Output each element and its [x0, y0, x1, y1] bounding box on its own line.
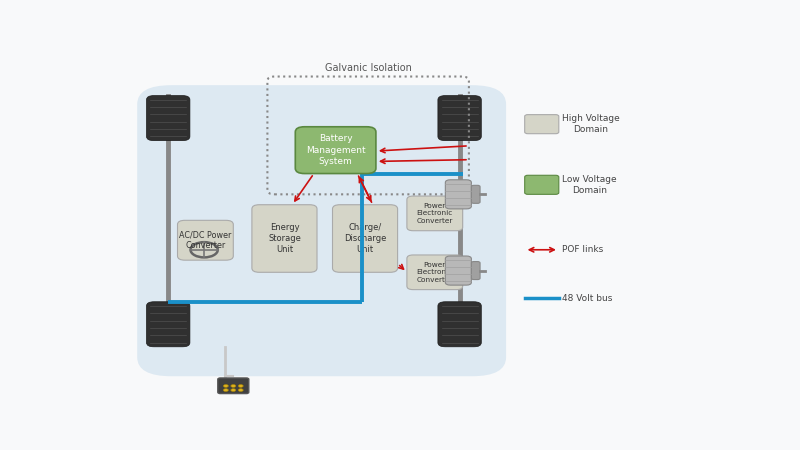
Circle shape [223, 385, 228, 387]
FancyBboxPatch shape [407, 196, 462, 231]
FancyBboxPatch shape [438, 95, 482, 140]
FancyBboxPatch shape [446, 180, 471, 209]
Text: Charge/
Discharge
Unit: Charge/ Discharge Unit [344, 223, 386, 254]
FancyBboxPatch shape [295, 127, 376, 174]
Text: Energy
Storage
Unit: Energy Storage Unit [268, 223, 301, 254]
Text: POF links: POF links [562, 245, 603, 254]
FancyBboxPatch shape [525, 176, 559, 194]
FancyBboxPatch shape [471, 261, 480, 279]
Circle shape [231, 389, 236, 392]
FancyBboxPatch shape [333, 205, 398, 272]
Circle shape [223, 389, 228, 392]
Circle shape [238, 389, 243, 392]
FancyBboxPatch shape [407, 255, 462, 290]
FancyBboxPatch shape [146, 95, 190, 140]
Text: Power
Electronic
Converter: Power Electronic Converter [417, 261, 453, 283]
Text: Galvanic Isolation: Galvanic Isolation [325, 63, 411, 73]
Circle shape [238, 385, 243, 387]
FancyBboxPatch shape [178, 220, 234, 260]
Text: 48 Volt bus: 48 Volt bus [562, 294, 612, 303]
Text: Power
Electronic
Converter: Power Electronic Converter [417, 202, 453, 224]
FancyBboxPatch shape [218, 378, 249, 394]
FancyBboxPatch shape [252, 205, 317, 272]
Text: Low Voltage
Domain: Low Voltage Domain [562, 175, 617, 195]
FancyBboxPatch shape [146, 302, 190, 347]
Text: AC/DC Power
Converter: AC/DC Power Converter [179, 230, 231, 251]
FancyBboxPatch shape [471, 185, 480, 203]
FancyBboxPatch shape [525, 115, 559, 134]
FancyBboxPatch shape [438, 302, 482, 347]
FancyBboxPatch shape [138, 85, 506, 376]
Text: High Voltage
Domain: High Voltage Domain [562, 114, 620, 135]
FancyBboxPatch shape [446, 256, 471, 285]
Circle shape [231, 385, 236, 387]
Text: Battery
Management
System: Battery Management System [306, 134, 366, 166]
